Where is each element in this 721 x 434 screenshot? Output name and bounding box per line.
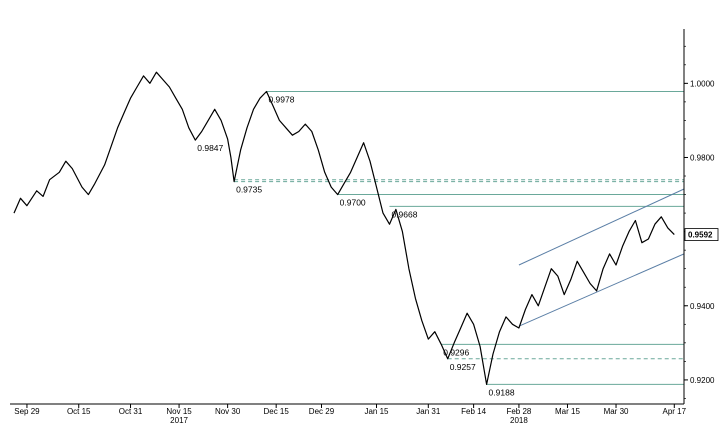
- annotation-label-7: 0.9188: [489, 387, 515, 397]
- year-label-0: 2017: [170, 416, 188, 425]
- axes-group: 1.00000.98000.96000.94000.92000.9592Sep …: [10, 29, 719, 425]
- x-tick-label-8: Jan 31: [416, 407, 441, 416]
- x-tick-label-5: Dec 15: [263, 407, 289, 416]
- annotation-label-1: 0.9847: [197, 143, 223, 153]
- x-tick-label-13: Apr 17: [663, 407, 687, 416]
- annotation-label-0: 0.9978: [268, 94, 294, 104]
- x-tick-label-11: Mar 15: [555, 407, 580, 416]
- annotation-label-5: 0.9296: [443, 347, 469, 357]
- x-tick-label-12: Mar 30: [604, 407, 629, 416]
- x-tick-label-0: Sep 29: [14, 407, 40, 416]
- series-line-0: [13, 71, 675, 385]
- y-tick-label-0: 1.0000: [690, 79, 715, 88]
- x-tick-label-1: Oct 15: [67, 407, 91, 416]
- channel-line-0: [518, 188, 685, 266]
- series-group: [13, 71, 675, 385]
- x-tick-label-3: Nov 15: [166, 407, 192, 416]
- level-lines-group: [234, 90, 684, 385]
- last-value-box: [684, 228, 719, 241]
- annotations-group: 0.9978 0.9847 0.9735 0.9700 0.9668 0.9296 0.92…: [197, 94, 515, 397]
- channel-lines-group: [518, 188, 685, 327]
- x-tick-label-4: Nov 30: [215, 407, 241, 416]
- annotation-label-4: 0.9668: [391, 209, 417, 219]
- last-value-label: 0.9592: [688, 231, 713, 240]
- annotation-label-6: 0.9257: [450, 362, 476, 372]
- x-tick-label-6: Dec 29: [309, 407, 335, 416]
- year-label-1: 2018: [510, 416, 528, 425]
- x-tick-label-2: Oct 31: [119, 407, 143, 416]
- y-tick-label-3: 0.9400: [690, 302, 715, 311]
- channel-line-1: [518, 253, 685, 327]
- y-tick-label-4: 0.9200: [690, 376, 715, 385]
- y-tick-label-1: 0.9800: [690, 153, 715, 162]
- annotation-label-3: 0.9700: [340, 198, 366, 208]
- x-tick-label-7: Jan 15: [364, 407, 389, 416]
- x-tick-label-9: Feb 14: [461, 407, 486, 416]
- annotation-label-2: 0.9735: [236, 185, 262, 195]
- x-tick-label-10: Feb 28: [506, 407, 531, 416]
